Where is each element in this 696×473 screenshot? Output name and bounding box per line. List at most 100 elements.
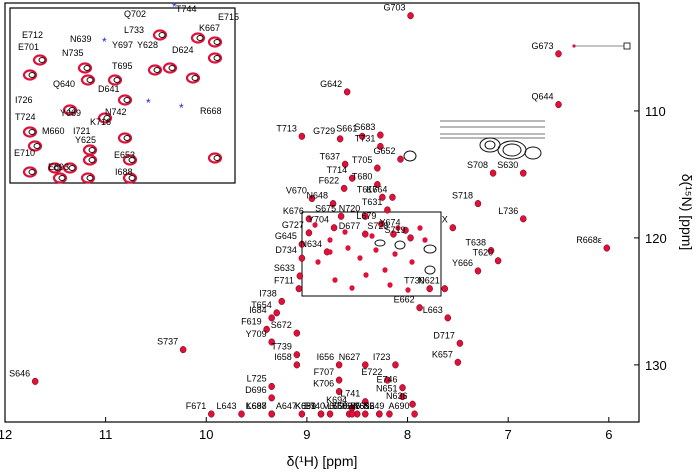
y-tick-label: 120	[645, 231, 667, 246]
peak-label: N648	[307, 191, 329, 201]
peak-marker	[348, 410, 356, 418]
peak-label: T638	[466, 238, 487, 248]
peak-marker	[330, 224, 338, 232]
peak-label: E722	[361, 367, 382, 377]
peak-marker	[208, 410, 215, 418]
peak-marker	[298, 240, 306, 248]
inset-peak-label: N735	[62, 48, 84, 58]
peak-marker	[520, 215, 527, 223]
x-tick-label: 11	[99, 427, 113, 442]
peak-label: S633	[274, 263, 295, 273]
peak-marker	[384, 206, 391, 214]
zoom-peak-marker	[327, 249, 333, 255]
inset-peak-contour	[122, 154, 138, 166]
inset-peak-contour-inner	[168, 65, 176, 71]
peak-label: F671	[186, 401, 207, 411]
peak-label: F711	[274, 276, 294, 286]
peak-label: I685	[343, 401, 361, 411]
peak-label: Q644	[531, 92, 553, 102]
inset-peak-contour	[80, 74, 96, 86]
peak-marker	[603, 244, 611, 252]
peak-label: K691	[295, 401, 316, 411]
peak-marker	[341, 160, 349, 168]
zoom-peak-marker	[373, 247, 379, 253]
inset-peak-label: T695	[112, 61, 133, 71]
zoom-peak-marker	[357, 255, 363, 261]
peak-label: T620	[473, 248, 494, 258]
inset-peak-label: N639	[70, 34, 92, 44]
peak-label: L741	[340, 389, 360, 399]
inset-peak-contour-inner	[123, 135, 131, 141]
peak-label: N636	[386, 391, 408, 401]
peak-label: E740	[304, 401, 325, 411]
peak-label: A647	[276, 401, 297, 411]
peak-label: W632	[351, 401, 375, 411]
peak-label: K694	[326, 395, 347, 405]
inset-peak-contour	[27, 140, 43, 152]
inset-peak-contour	[62, 104, 78, 116]
peak-marker	[444, 314, 452, 322]
peak-label: V670	[286, 186, 307, 196]
inset-peak-label: Q702	[124, 9, 146, 19]
peak-marker	[454, 358, 462, 366]
x-tick-label: 6	[605, 427, 612, 442]
inset-peak-label: Y697	[112, 40, 133, 50]
peak-marker	[397, 155, 404, 163]
inset-peak-contour-inner	[103, 115, 111, 121]
peak-marker	[402, 226, 409, 234]
peak-label: S719	[385, 225, 406, 235]
peak-marker	[407, 12, 414, 20]
inset-peak-contour-inner	[158, 32, 166, 38]
peak-label: I656	[317, 352, 335, 362]
inset-peak-label: D624	[172, 45, 194, 55]
inset-peak-contour	[32, 54, 48, 66]
asterisk-marker: *	[102, 35, 107, 49]
peak-marker	[376, 410, 383, 418]
inset-peak-contour-inner	[196, 35, 204, 41]
peak-label: X	[442, 215, 448, 225]
peak-label: Y709	[246, 329, 267, 339]
inset-peak-contour	[22, 126, 38, 138]
peak-marker	[399, 384, 406, 392]
zoom-peak-marker	[315, 259, 321, 265]
zoom-peak-marker	[369, 233, 375, 239]
asterisk-marker: *	[146, 96, 151, 110]
peak-label: L698	[247, 401, 267, 411]
x-tick-label: 9	[303, 427, 310, 442]
inset-peak-label: I726	[15, 95, 33, 105]
inset-peak-contour-inner	[28, 169, 36, 175]
inset-peak-label: D641	[98, 84, 120, 94]
reference-marker	[572, 42, 631, 50]
peak-marker	[268, 382, 275, 390]
peak-label: R668ε	[576, 235, 602, 245]
inset-peak-label: I688	[115, 167, 133, 177]
inset-panel: * * * * E712 E701 N735 N639 Y697 Q702 L733 Y628 T74…	[9, 0, 239, 184]
inset-peak-label: Y628	[137, 40, 158, 50]
peak-label: S672	[271, 320, 292, 330]
peak-marker	[378, 220, 385, 228]
peak-label: Y666	[452, 258, 473, 268]
peak-label: G703	[384, 3, 406, 13]
inset-peak-contour	[185, 72, 201, 84]
peak-label: F619	[241, 316, 262, 326]
black-contour-cluster	[374, 137, 542, 275]
peak-marker	[390, 230, 397, 238]
peak-marker	[278, 297, 285, 305]
peak-label: T680	[352, 172, 373, 182]
zoom-peak-marker	[342, 229, 348, 235]
peak-marker	[362, 230, 369, 238]
peak-marker	[268, 394, 275, 402]
peak-label: L643	[216, 401, 236, 411]
y-tick-label: 130	[645, 358, 667, 373]
inset-peak-contour-inner	[88, 147, 96, 153]
peak-label: G729	[313, 126, 335, 136]
inset-peak-contour-inner	[213, 39, 221, 45]
peak-label: D696	[245, 385, 267, 395]
peak-label: L725	[247, 373, 267, 383]
peak-marker	[441, 285, 449, 293]
peak-marker	[520, 169, 527, 177]
zoom-peak-marker	[387, 282, 393, 288]
peak-marker	[296, 272, 304, 280]
inset-peak-contour-inner	[86, 77, 94, 83]
